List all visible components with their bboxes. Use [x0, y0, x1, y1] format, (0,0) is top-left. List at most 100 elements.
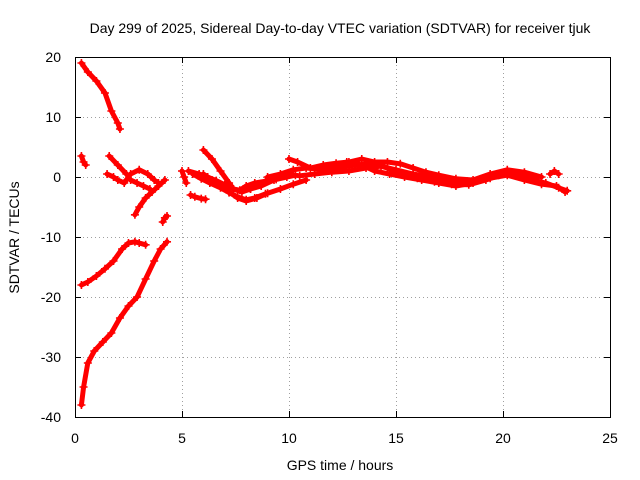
data-point-plus: [113, 161, 122, 169]
data-point-plus: [216, 182, 225, 190]
data-point-plus: [77, 281, 86, 289]
data-point-plus: [100, 264, 109, 273]
data-point-plus: [81, 161, 90, 169]
data-point-plus: [100, 89, 109, 97]
data-point-plus: [293, 158, 302, 166]
data-point-plus: [118, 245, 127, 253]
data-point-plus: [225, 188, 234, 196]
data-point-plus: [150, 176, 159, 184]
data-series: [77, 59, 572, 409]
data-point-plus: [148, 188, 157, 196]
data-point-plus: [133, 179, 142, 187]
data-point-plus: [77, 152, 86, 160]
data-point-plus: [130, 210, 139, 219]
data-point-plus: [295, 171, 304, 180]
data-point-plus: [124, 302, 133, 310]
data-point-plus: [135, 165, 144, 174]
y-tick-label: -30: [41, 349, 61, 365]
data-point-plus: [92, 77, 101, 85]
data-point-plus: [115, 125, 124, 133]
data-point-plus: [289, 165, 298, 174]
y-tick-label: 0: [53, 169, 61, 185]
data-point-plus: [396, 159, 405, 168]
data-point-plus: [370, 167, 379, 175]
data-point-plus: [141, 240, 150, 249]
series-track-r: [329, 159, 568, 195]
data-point-plus: [503, 171, 512, 180]
data-point-plus: [190, 192, 199, 201]
x-tick-label: 15: [388, 430, 404, 446]
data-point-plus: [197, 174, 206, 183]
data-point-plus: [107, 107, 116, 115]
data-point-plus: [486, 174, 495, 183]
data-point-plus: [79, 383, 88, 391]
x-tick-label: 25: [602, 430, 618, 446]
data-point-plus: [83, 278, 92, 286]
data-point-plus: [421, 168, 430, 177]
series-track-g: [78, 239, 170, 408]
data-point-plus: [199, 170, 208, 178]
data-point-plus: [188, 170, 197, 178]
data-point-plus: [201, 195, 210, 204]
y-axis-label: SDTVAR / TECUs: [6, 181, 22, 293]
data-point-plus: [141, 194, 150, 202]
data-point-plus: [182, 179, 191, 187]
data-point-plus: [107, 329, 116, 337]
data-point-plus: [98, 338, 107, 346]
data-point-plus: [561, 188, 570, 196]
data-point-plus: [180, 173, 189, 181]
data-point-plus: [400, 173, 409, 181]
data-point-plus: [289, 180, 298, 189]
data-point-plus: [229, 185, 238, 193]
data-point-plus: [109, 257, 118, 265]
data-point-plus: [257, 182, 266, 190]
data-point-plus: [126, 176, 135, 184]
data-point-plus: [105, 152, 114, 160]
data-point-plus: [207, 176, 216, 184]
data-point-plus: [109, 173, 118, 181]
data-point-plus: [276, 185, 285, 193]
y-tick-label: -40: [41, 409, 61, 425]
data-point-plus: [135, 239, 144, 247]
data-point-plus: [184, 167, 193, 175]
data-point-plus: [83, 68, 92, 76]
axis-ticks: 0 5 10 15 20 25 -40 -30 -20 -10 0 10 20: [41, 49, 618, 446]
x-tick-label: 0: [71, 430, 79, 446]
x-tick-label: 5: [178, 430, 186, 446]
x-tick-label: 10: [281, 430, 297, 446]
data-point-plus: [469, 179, 478, 187]
data-point-plus: [216, 167, 225, 175]
y-tick-label: 10: [45, 109, 61, 125]
y-tick-label: -20: [41, 289, 61, 305]
data-point-plus: [246, 185, 255, 193]
data-point-plus: [520, 176, 529, 184]
data-point-plus: [143, 170, 152, 178]
data-point-plus: [550, 167, 559, 175]
y-tick-label: 20: [45, 49, 61, 65]
data-point-plus: [306, 164, 315, 172]
data-point-plus: [150, 257, 159, 265]
data-point-plus: [552, 182, 561, 190]
data-point-plus: [385, 170, 394, 178]
data-point-plus: [77, 59, 86, 67]
data-point-plus: [124, 239, 133, 247]
data-point-plus: [225, 179, 234, 187]
data-point-plus: [130, 237, 139, 246]
chart-title: Day 299 of 2025, Sidereal Day-to-day VTE…: [90, 20, 592, 36]
data-point-plus: [163, 237, 172, 246]
data-point-plus: [163, 212, 172, 220]
data-point-plus: [122, 170, 131, 178]
data-point-plus: [83, 359, 92, 367]
data-point-plus: [263, 173, 272, 181]
grid: [75, 57, 610, 417]
x-tick-label: 20: [495, 430, 511, 446]
data-point-plus: [537, 180, 546, 189]
x-axis-label: GPS time / hours: [287, 457, 394, 473]
data-point-plus: [252, 194, 261, 202]
data-point-plus: [233, 194, 242, 202]
data-point-plus: [417, 176, 426, 184]
data-point-plus: [520, 168, 529, 177]
data-point-plus: [263, 189, 272, 198]
data-point-plus: [276, 170, 285, 178]
